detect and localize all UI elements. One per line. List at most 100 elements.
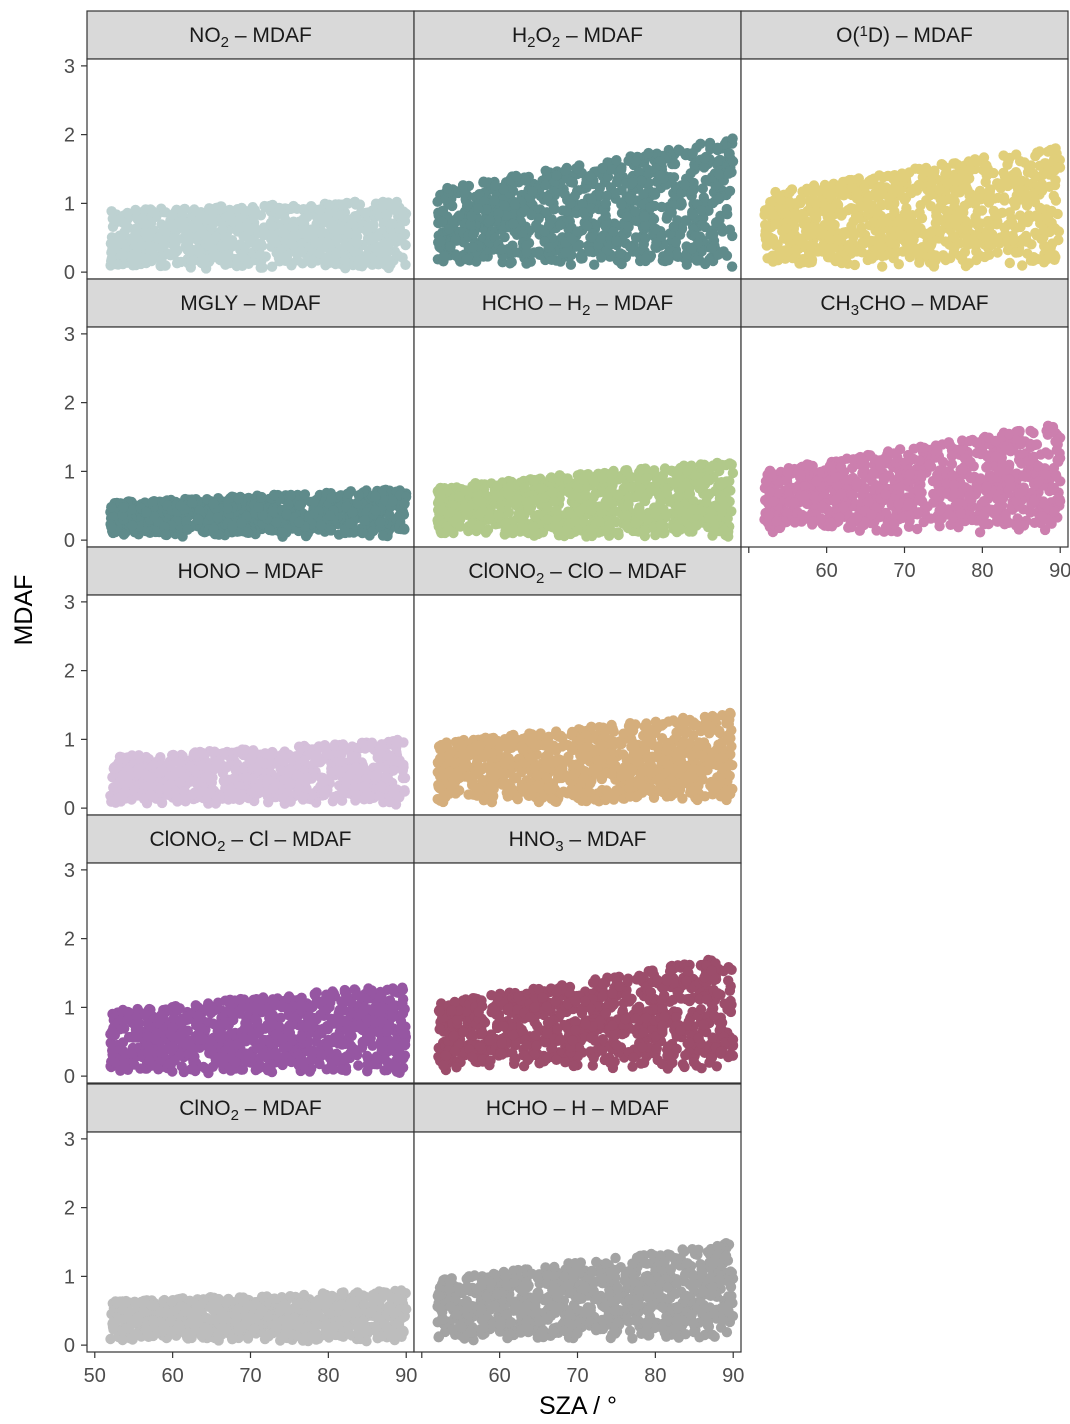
scatter-point [264, 525, 274, 535]
facet-panel: H2O2 – MDAF [414, 11, 741, 279]
scatter-point [462, 254, 472, 264]
scatter-point [204, 240, 214, 250]
scatter-point [955, 205, 965, 215]
scatter-point [507, 257, 517, 267]
scatter-point [585, 246, 595, 256]
scatter-point [536, 483, 546, 493]
scatter-point [820, 180, 830, 190]
scatter-point [688, 148, 698, 158]
scatter-point [478, 177, 488, 187]
scatter-point [300, 489, 310, 499]
y-tick-label: 3 [64, 56, 75, 78]
scatter-point [900, 172, 910, 182]
scatter-point [562, 473, 572, 483]
scatter-point [718, 246, 728, 256]
scatter-point [787, 184, 797, 194]
scatter-point [853, 213, 863, 223]
scatter-point [1044, 182, 1054, 192]
scatter-point [1047, 238, 1057, 248]
scatter-point [217, 224, 227, 234]
scatter-point [387, 219, 397, 229]
scatter-point [1022, 189, 1032, 199]
scatter-point [611, 155, 621, 165]
scatter-point [685, 489, 695, 499]
scatter-point [236, 518, 246, 528]
scatter-point [664, 496, 674, 506]
scatter-point [602, 492, 612, 502]
scatter-point [699, 162, 709, 172]
scatter-point [616, 199, 626, 209]
scatter-point [1011, 176, 1021, 186]
scatter-point [704, 513, 714, 523]
scatter-point [714, 169, 724, 179]
scatter-point [979, 152, 989, 162]
scatter-point [1032, 439, 1042, 449]
scatter-point [687, 244, 697, 254]
scatter-point [563, 486, 573, 496]
scatter-point [326, 525, 336, 535]
scatter-point [585, 171, 595, 181]
scatter-point [235, 239, 245, 249]
scatter-point [913, 225, 923, 235]
scatter-point [213, 513, 223, 523]
scatter-point [437, 505, 447, 515]
scatter-point [252, 241, 262, 251]
scatter-point [289, 218, 299, 228]
scatter-point [1017, 260, 1027, 270]
scatter-point [622, 212, 632, 222]
scatter-point [390, 205, 400, 215]
scatter-point [998, 150, 1008, 160]
scatter-point [617, 259, 627, 269]
scatter-point [955, 251, 965, 261]
scatter-point [663, 255, 673, 265]
scatter-point [626, 482, 636, 492]
scatter-point [1001, 178, 1011, 188]
scatter-point [508, 524, 518, 534]
scatter-point [339, 199, 349, 209]
scatter-point [521, 258, 531, 268]
scatter-point [828, 221, 838, 231]
scatter-point [439, 251, 449, 261]
scatter-point [521, 175, 531, 185]
scatter-point [549, 204, 559, 214]
scatter-point [856, 202, 866, 212]
scatter-point [357, 528, 367, 538]
scatter-point [682, 260, 692, 270]
scatter-point [649, 465, 659, 475]
scatter-point [717, 495, 727, 505]
scatter-point [576, 251, 586, 261]
scatter-point [790, 198, 800, 208]
scatter-point [877, 261, 887, 271]
scatter-point [106, 502, 116, 512]
scatter-point [577, 474, 587, 484]
scatter-point [724, 168, 734, 178]
scatter-point [560, 189, 570, 199]
facet-strip-label: MGLY – MDAF [180, 292, 320, 315]
scatter-point [118, 250, 128, 260]
scatter-point [645, 202, 655, 212]
scatter-point [277, 527, 287, 537]
scatter-point [636, 464, 646, 474]
scatter-point [627, 177, 637, 187]
scatter-point [362, 225, 372, 235]
scatter-point [727, 133, 737, 143]
scatter-point [468, 242, 478, 252]
scatter-point [631, 232, 641, 242]
scatter-point [878, 172, 888, 182]
scatter-point [160, 530, 170, 540]
scatter-point [940, 236, 950, 246]
scatter-point [631, 156, 641, 166]
scatter-point [256, 210, 266, 220]
scatter-point [268, 506, 278, 516]
scatter-point [1046, 206, 1056, 216]
scatter-point [237, 251, 247, 261]
scatter-point [544, 220, 554, 230]
scatter-point [790, 517, 800, 527]
scatter-point [1050, 436, 1060, 446]
scatter-point [930, 250, 940, 260]
scatter-point [207, 252, 217, 262]
scatter-point [343, 488, 353, 498]
